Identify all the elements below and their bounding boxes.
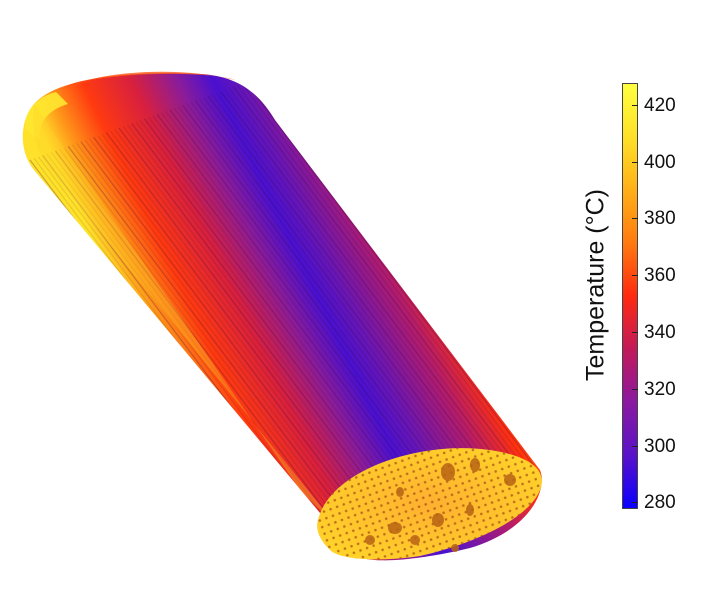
- colorbar-tick: 380: [632, 208, 698, 230]
- surface-rib-line: [126, 124, 428, 526]
- surface-rib-line: [135, 121, 437, 523]
- surface-rib-line: [148, 116, 450, 518]
- colorbar-gradient: [622, 83, 638, 509]
- surface-rib-line: [84, 139, 386, 541]
- colorbar-tick: 340: [632, 321, 698, 343]
- colorbar-tick: 280: [632, 492, 698, 514]
- cylinder-temperature-render: [22, 71, 542, 561]
- surface-rib-line: [67, 145, 369, 547]
- surface-rib-line: [182, 104, 484, 506]
- surface-rib-line: [177, 106, 479, 507]
- surface-rib-line: [54, 150, 356, 552]
- surface-rib-line: [160, 112, 462, 514]
- surface-rib-line: [186, 103, 488, 504]
- surface-rib-line: [118, 127, 420, 529]
- surface-rib-line: [165, 110, 467, 512]
- surface-rib-line: [114, 129, 416, 530]
- surface-rib-line: [173, 107, 475, 509]
- surface-rib-line: [143, 118, 445, 520]
- colorbar-tick-mark: [632, 388, 638, 390]
- colorbar-tick-mark: [632, 502, 638, 504]
- colorbar-tick-label: 300: [644, 435, 676, 457]
- colorbar-tick-label: 400: [644, 151, 676, 173]
- surface-rib-line: [211, 94, 513, 495]
- surface-rib-line: [207, 95, 509, 497]
- surface-rib-line: [199, 98, 500, 500]
- surface-rib-line: [97, 135, 399, 536]
- colorbar-tick-mark: [632, 161, 638, 163]
- surface-rib-line: [203, 97, 505, 498]
- colorbar-tick-label: 360: [644, 265, 676, 287]
- surface-rib-line: [76, 142, 378, 544]
- surface-rib-line: [224, 89, 526, 491]
- surface-rib-line: [88, 138, 390, 540]
- surface-rib-line: [156, 113, 458, 515]
- colorbar-tick-mark: [632, 445, 638, 447]
- surface-rib-line: [228, 87, 530, 489]
- colorbar-tick: 400: [632, 151, 698, 173]
- colorbar-tick: 300: [632, 435, 698, 457]
- surface-rib-line: [190, 101, 492, 503]
- colorbar-tick-mark: [632, 218, 638, 220]
- surface-rib-line: [50, 152, 352, 553]
- surface-rib-line: [80, 141, 382, 543]
- colorbar-tick-label: 380: [644, 208, 676, 230]
- bottom-end-cap: [317, 448, 542, 560]
- surface-rib-line: [93, 136, 395, 538]
- colorbar-tick-mark: [632, 275, 638, 277]
- surface-rib-line: [59, 148, 361, 550]
- surface-rib-line: [194, 100, 496, 501]
- surface-rib-line: [215, 92, 517, 494]
- surface-rib-line: [101, 133, 403, 535]
- surface-rib-line: [63, 147, 365, 549]
- colorbar-tick-mark: [632, 331, 638, 333]
- colorbar-tick: 360: [632, 265, 698, 287]
- surface-rib-line: [152, 115, 454, 517]
- surface-rib-line: [232, 86, 534, 488]
- colorbar-tick-mark: [632, 104, 638, 106]
- surface-rib-line: [220, 90, 522, 492]
- colorbar-tick-label: 280: [644, 492, 676, 514]
- surface-rib-line: [169, 109, 471, 511]
- surface-rib-line: [110, 130, 411, 532]
- surface-rib-line: [241, 83, 542, 485]
- surface-rib-line: [237, 84, 539, 486]
- surface-rib-line: [71, 144, 373, 546]
- colorbar-tick: 420: [632, 94, 698, 116]
- surface-rib-line: [105, 132, 407, 533]
- colorbar-tick-label: 340: [644, 321, 676, 343]
- colorbar-ticks: 280 300 320 340 360 380 400 420: [632, 83, 718, 513]
- colorbar-tick-label: 420: [644, 94, 676, 116]
- surface-rib-line: [139, 119, 441, 521]
- surface-rib-line: [245, 81, 542, 483]
- colorbar-tick: 320: [632, 378, 698, 400]
- colorbar-tick-label: 320: [644, 378, 676, 400]
- surface-rib-line: [131, 123, 433, 524]
- surface-rib-line: [122, 126, 424, 527]
- colorbar-title: Temperature (°C): [581, 189, 610, 381]
